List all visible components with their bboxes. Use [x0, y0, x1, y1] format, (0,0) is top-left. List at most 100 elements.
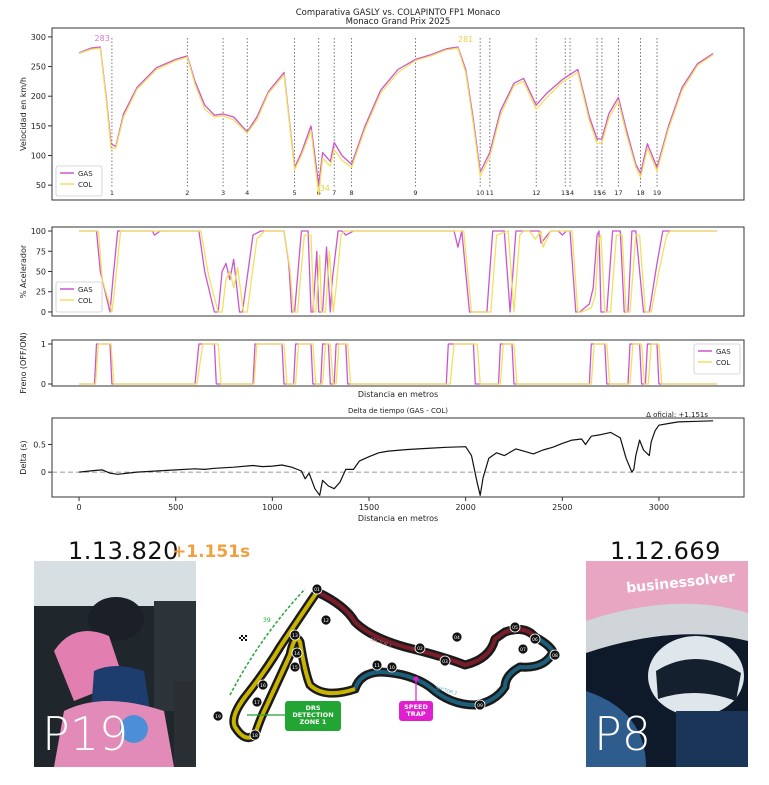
corner-label: 7 — [332, 189, 336, 197]
y-axis-label: % Acelerador — [19, 244, 28, 298]
turn-label: 09 — [477, 703, 483, 709]
turn-label: 03 — [442, 659, 448, 665]
corner-label: 2 — [185, 189, 189, 197]
plot-frame — [51, 27, 745, 201]
y-tick-label: 75 — [36, 247, 46, 256]
turn-marker — [291, 647, 303, 659]
turn-marker — [509, 621, 521, 633]
legend-label: GAS — [716, 348, 731, 356]
turn-marker — [439, 655, 451, 667]
y-axis-label: Delta (s) — [19, 440, 28, 474]
legend-label: GAS — [78, 170, 93, 178]
turn-marker — [529, 633, 541, 645]
turn-label: 19 — [215, 714, 221, 720]
turn-marker — [451, 631, 463, 643]
y-tick-label: 50 — [36, 268, 46, 277]
left-delta: +1.151s — [172, 542, 251, 562]
corner-label: 9 — [413, 189, 417, 197]
turn-marker — [320, 614, 332, 626]
drs-label: DRS DETECTION ZONE 1 — [292, 704, 333, 726]
right-driver-photo: businessolver P8 — [586, 561, 748, 767]
x-tick-label: 3000 — [649, 503, 669, 512]
series-line-col — [79, 343, 717, 385]
turn-label: 01 — [314, 587, 320, 593]
legend-label: COL — [78, 181, 92, 189]
y-tick-label: 0 — [41, 380, 46, 389]
series-line-col — [79, 230, 717, 313]
turn-label: 04 — [454, 635, 460, 641]
turn-label: 07 — [520, 647, 526, 653]
brake-panel: 0 1 Freno (OFF/ON) Distancia en metros GAS CO… — [19, 332, 745, 399]
y-axis-label: Velocidad en km/h — [19, 77, 28, 151]
y-tick-label: 50 — [36, 181, 46, 190]
corner-label: 4 — [245, 189, 249, 197]
x-axis-label: Distancia en metros — [358, 390, 438, 399]
corner-label: 18 — [636, 189, 644, 197]
x-tick-label: 1500 — [359, 503, 379, 512]
corner-label: 3 — [221, 189, 225, 197]
delta-panel: 0 0.5 0 500 1000 1500 2000 2500 3000 Delta (s) Dis… — [19, 407, 745, 523]
turn-marker — [371, 659, 383, 671]
turn-label: 14 — [294, 651, 300, 657]
legend-label: COL — [716, 359, 730, 367]
corner-label: 5 — [293, 189, 297, 197]
series-line-delta — [79, 420, 714, 496]
y-tick-label: 25 — [36, 288, 46, 297]
turn-marker — [289, 629, 301, 641]
corner-label: 11 — [486, 189, 494, 197]
corner-label: 10 — [476, 189, 484, 197]
turn-marker — [386, 661, 398, 673]
turn-marker — [474, 699, 486, 711]
turn-label: 15 — [292, 665, 298, 671]
corner-label: 12 — [532, 189, 540, 197]
turn-marker — [249, 729, 261, 741]
x-tick-label: 2000 — [455, 503, 475, 512]
x-tick-label: 1000 — [262, 503, 282, 512]
turn-label: 11 — [374, 663, 380, 669]
corner-label: 17 — [614, 189, 622, 197]
turn-marker — [251, 696, 263, 708]
series-line-gas — [78, 46, 714, 186]
turn-marker — [311, 583, 323, 595]
left-driver-photo: P19 — [34, 561, 196, 767]
corner-label: 13 — [561, 189, 569, 197]
corner-label: 14 — [566, 189, 574, 197]
legend-label: COL — [78, 297, 92, 305]
annotation: 34 — [320, 184, 330, 193]
y-axis-label: Freno (OFF/ON) — [19, 332, 28, 393]
y-tick-label: 100 — [31, 227, 46, 236]
turn-label: 02 — [417, 646, 423, 652]
turn-marker — [289, 661, 301, 673]
turn-marker — [517, 643, 529, 655]
drs-badge — [285, 701, 341, 731]
turn-marker — [257, 679, 269, 691]
y-tick-label: 100 — [31, 152, 46, 161]
y-tick-label: 0 — [41, 468, 46, 477]
legend-label: GAS — [78, 286, 93, 294]
chart-subtitle: Monaco Grand Prix 2025 — [346, 17, 451, 27]
y-tick-label: 0 — [41, 308, 46, 317]
turn-label: 17 — [254, 700, 260, 706]
corner-label: 8 — [350, 189, 354, 197]
corner-label: 16 — [598, 189, 606, 197]
throttle-panel: 0 25 50 75 100% Acelerador GAS COL — [19, 226, 745, 317]
x-tick-label: 0 — [77, 503, 82, 512]
y-tick-label: 200 — [31, 92, 46, 101]
corner-label: 19 — [653, 189, 661, 197]
turn-label: 13 — [292, 633, 298, 639]
track-map: 39 01 02 03 04 05 06 07 08 09 10 11 12 13 14 15 16 17 18 1… — [212, 583, 561, 743]
checkered-flag-icon — [239, 635, 247, 641]
turn-label: 12 — [323, 618, 329, 624]
right-position: P8 — [594, 707, 652, 761]
annotation: 283 — [95, 34, 110, 43]
series-line-col — [78, 47, 714, 196]
chart-title: Delta de tiempo (GAS - COL) — [348, 407, 448, 415]
speed-trap-badge — [399, 701, 433, 721]
sector-3 — [231, 590, 356, 740]
turn-label: 10 — [389, 665, 395, 671]
left-position: P19 — [42, 707, 129, 761]
annotation: 281 — [458, 35, 473, 44]
x-tick-label: 2500 — [552, 503, 572, 512]
pit-distance-label: 39 — [263, 617, 271, 624]
